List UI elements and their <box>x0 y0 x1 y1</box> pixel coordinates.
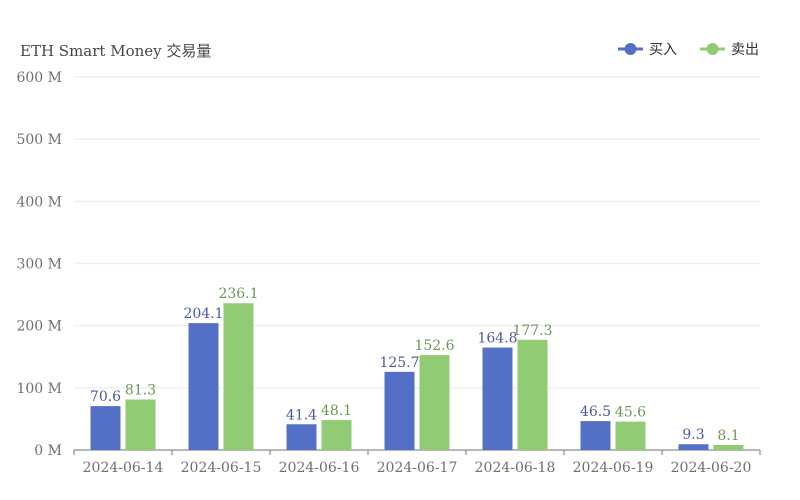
data-label: 45.6 <box>615 405 646 421</box>
legend-label: 卖出 <box>731 42 759 58</box>
data-label: 152.6 <box>414 338 454 354</box>
bar <box>713 444 744 450</box>
data-label: 8.1 <box>717 428 739 444</box>
data-label: 204.1 <box>183 306 223 322</box>
legend[interactable]: 买入 卖出 <box>618 42 759 58</box>
y-axis: 0 M 100 M 200 M 300 M 400 M 500 M 600 M <box>16 70 62 459</box>
x-tick-label: 2024-06-19 <box>573 460 654 476</box>
bars <box>90 303 744 450</box>
bar <box>678 444 709 450</box>
x-tick-label: 2024-06-14 <box>83 460 164 476</box>
y-tick-label: 400 M <box>16 194 62 210</box>
chart-title: ETH Smart Money 交易量 <box>20 42 211 60</box>
x-tick-label: 2024-06-20 <box>671 460 752 476</box>
bar <box>125 399 156 450</box>
y-tick-label: 0 M <box>34 443 62 459</box>
x-tick-label: 2024-06-16 <box>279 460 360 476</box>
data-label: 41.4 <box>286 407 317 423</box>
bar <box>223 303 254 450</box>
bar <box>321 420 352 450</box>
data-label: 48.1 <box>321 403 352 419</box>
bar <box>615 421 646 450</box>
bar <box>517 339 548 450</box>
data-label: 81.3 <box>125 382 156 398</box>
y-tick-label: 300 M <box>16 257 62 273</box>
x-tick-label: 2024-06-18 <box>475 460 556 476</box>
bar <box>580 421 611 450</box>
grid-lines <box>74 76 760 389</box>
data-label: 70.6 <box>90 389 121 405</box>
bar <box>90 406 121 450</box>
x-tick-label: 2024-06-15 <box>181 460 262 476</box>
data-label: 177.3 <box>512 323 552 339</box>
legend-marker <box>624 43 637 55</box>
data-label: 164.8 <box>477 331 517 347</box>
bar <box>419 355 450 450</box>
data-label: 9.3 <box>682 427 704 443</box>
legend-item[interactable]: 买入 <box>618 42 677 58</box>
bar <box>482 347 513 450</box>
legend-label: 买入 <box>649 42 677 58</box>
bar <box>384 371 415 450</box>
x-tick-label: 2024-06-17 <box>377 460 458 476</box>
data-label: 236.1 <box>218 286 258 302</box>
data-labels: 70.6 204.1 41.4 125.7 164.8 46.5 9.3 81.3 236.1 4… <box>90 286 740 444</box>
bar <box>188 323 219 450</box>
data-label: 125.7 <box>379 355 419 371</box>
bar <box>286 424 317 450</box>
y-tick-label: 500 M <box>16 132 62 148</box>
legend-item[interactable]: 卖出 <box>700 42 759 58</box>
y-tick-label: 100 M <box>16 381 62 397</box>
y-tick-label: 200 M <box>16 319 62 335</box>
x-axis: 2024-06-14 2024-06-15 2024-06-16 2024-06-17… <box>73 449 761 476</box>
data-label: 46.5 <box>580 404 611 420</box>
legend-marker <box>706 43 719 55</box>
y-tick-label: 600 M <box>16 70 62 86</box>
